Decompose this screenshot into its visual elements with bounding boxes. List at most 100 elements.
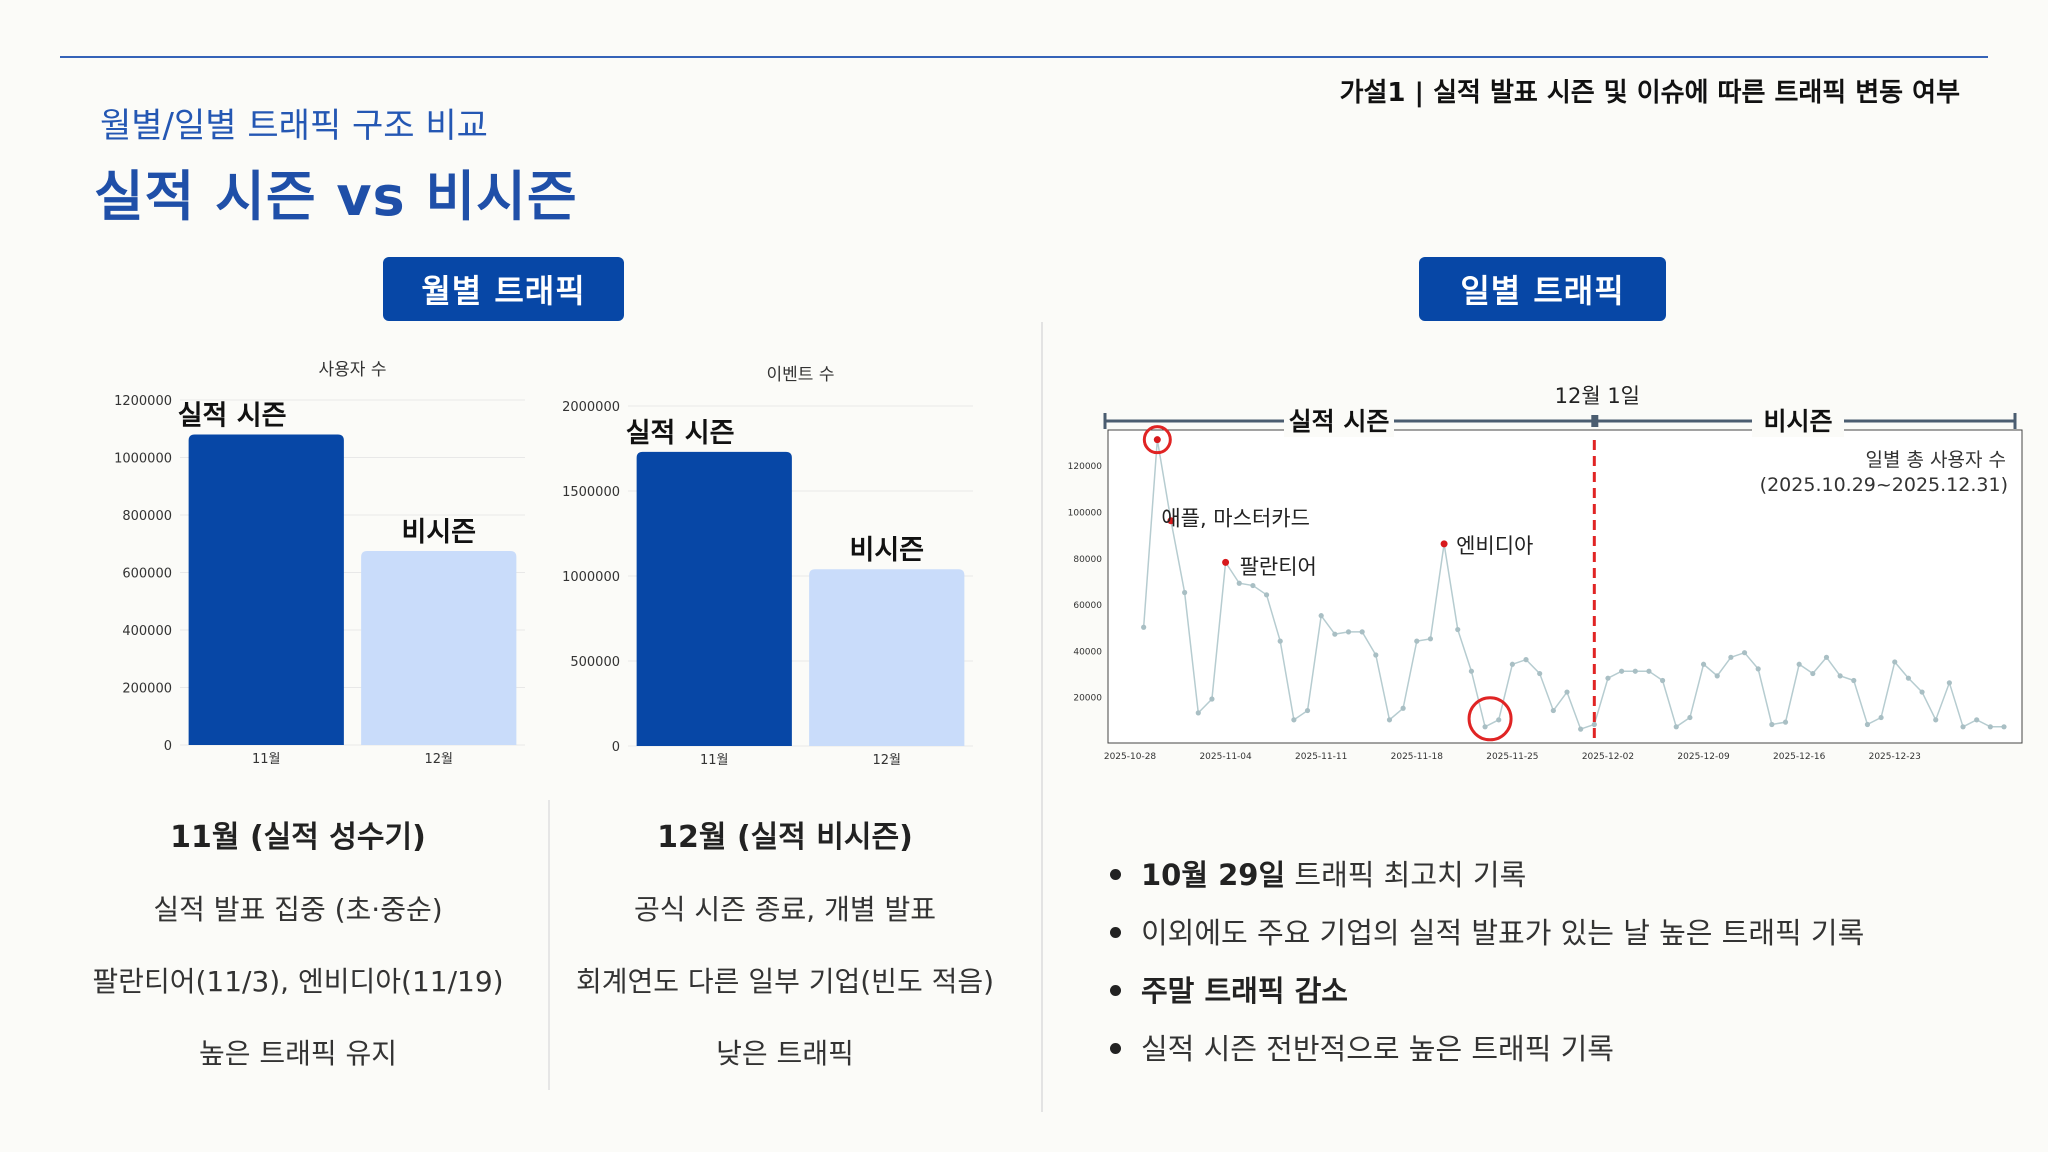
x-tick-label: 2025-12-23 <box>1869 752 1921 762</box>
bullet-text: 실적 시즌 전반적으로 높은 트래픽 기록 <box>1141 1032 1614 1066</box>
events-bar-chart: 이벤트 수 0 500000 1000000 1500000 2000000 11월 실적 시… <box>562 365 973 768</box>
data-point <box>1728 654 1734 660</box>
highlight-point <box>1167 517 1175 525</box>
y-tick-label: 200000 <box>122 682 172 697</box>
data-point <box>1796 661 1802 667</box>
december-heading: 12월 (실적 비시즌) <box>657 820 913 855</box>
data-point <box>1755 666 1761 672</box>
y-tick-label: 1200000 <box>114 394 172 409</box>
x-tick-label: 2025-11-25 <box>1486 752 1538 762</box>
bullet-bold: 주말 트래픽 감소 <box>1141 974 1348 1008</box>
bullet-icon <box>1110 1042 1121 1054</box>
column-divider <box>548 800 550 1090</box>
data-point <box>1946 680 1952 686</box>
data-point <box>1345 629 1352 635</box>
data-point <box>1632 668 1638 674</box>
chart-title: 사용자 수 <box>319 360 387 380</box>
x-tick-label: 11월 <box>252 752 281 767</box>
data-point <box>2001 724 2007 730</box>
data-point <box>1386 717 1393 723</box>
bullet-icon <box>1110 926 1121 938</box>
divider-label: 12월 1일 <box>1555 384 1640 408</box>
list-item: 실적 시즌 전반적으로 높은 트래픽 기록 <box>1110 1026 1614 1068</box>
data-point <box>1250 582 1256 589</box>
november-line-2: 팔란티어(11/3), 엔비디아(11/19) <box>92 965 504 998</box>
data-point <box>1864 721 1871 728</box>
data-point <box>1591 721 1597 728</box>
peak-highlight-circle <box>1142 425 1172 455</box>
data-point <box>1359 629 1365 635</box>
data-point <box>1782 719 1789 725</box>
list-item: 이외에도 주요 기업의 실적 발표가 있는 날 높은 트래픽 기록 <box>1110 910 1864 952</box>
x-tick-label: 2025-11-11 <box>1295 752 1347 762</box>
y-tick-label: 600000 <box>122 567 172 582</box>
y-tick-label: 0 <box>164 739 172 754</box>
y-tick-label: 400000 <box>122 624 172 639</box>
data-point <box>1741 650 1748 656</box>
y-tick-label: 1500000 <box>562 485 620 500</box>
data-point <box>1550 707 1556 714</box>
list-item: 10월 29일 트래픽 최고치 기록 <box>1110 852 1526 894</box>
data-point <box>1291 717 1297 723</box>
data-point <box>1919 689 1925 695</box>
data-point <box>1496 717 1502 723</box>
data-point <box>1236 580 1242 586</box>
y-tick-label: 1000000 <box>562 570 620 585</box>
x-tick-label: 2025-11-04 <box>1199 752 1252 762</box>
x-tick-label: 2025-10-28 <box>1104 752 1157 762</box>
bar <box>636 451 792 746</box>
y-tick-label: 500000 <box>570 655 620 670</box>
annotation-label: 애플, 마스터카드 <box>1161 506 1310 530</box>
data-point <box>1810 670 1816 677</box>
data-point <box>1578 726 1584 732</box>
section-divider <box>1041 322 1043 1112</box>
data-point <box>1851 677 1857 684</box>
list-item: 주말 트래픽 감소 <box>1110 968 1348 1010</box>
data-point <box>1714 673 1720 679</box>
data-point <box>1769 721 1775 728</box>
bar <box>188 434 344 745</box>
data-point <box>1400 705 1406 711</box>
data-point <box>1304 707 1311 714</box>
data-point <box>1427 636 1434 642</box>
daily-line-chart: 20000 40000 60000 80000 100000 120000 2025-10-… <box>1068 384 2023 762</box>
y-tick-label: 20000 <box>1073 694 1102 704</box>
period-label-bg <box>1284 399 1394 437</box>
data-point <box>1523 657 1529 663</box>
y-tick-label: 80000 <box>1073 555 1102 565</box>
data-point <box>1318 613 1324 619</box>
page-subtitle: 월별/일별 트래픽 구조 비교 <box>100 106 488 146</box>
november-line-1: 실적 발표 집중 (초·중순) <box>153 893 443 926</box>
data-point <box>1332 631 1338 637</box>
data-point <box>1141 624 1147 630</box>
data-point <box>1823 654 1830 660</box>
data-point <box>1537 670 1543 677</box>
y-tick-label: 2000000 <box>562 400 620 415</box>
bar-label: 실적 시즌 <box>626 418 735 449</box>
top-rule <box>60 56 1988 58</box>
data-point <box>1373 652 1379 658</box>
highlight-point <box>1222 558 1230 566</box>
bar-label: 비시즌 <box>849 535 924 566</box>
data-point <box>1564 689 1570 695</box>
data-point <box>1905 675 1912 681</box>
data-point <box>1605 675 1611 681</box>
bullet-bold: 10월 29일 <box>1141 858 1286 892</box>
data-point <box>1646 668 1652 674</box>
page-title: 실적 시즌 vs 비시즌 <box>94 165 578 228</box>
data-point <box>1195 710 1201 716</box>
november-line-3: 높은 트래픽 유지 <box>198 1037 398 1070</box>
period-label-bg <box>1752 399 1844 437</box>
y-tick-label: 0 <box>612 740 620 755</box>
daily-traffic-tag: 일별 트래픽 <box>1419 257 1666 321</box>
y-tick-label: 800000 <box>122 509 172 524</box>
y-tick-label: 60000 <box>1073 601 1102 611</box>
x-tick-label: 12월 <box>424 752 453 767</box>
december-line-1: 공식 시즌 종료, 개별 발표 <box>633 893 937 926</box>
bar-label: 비시즌 <box>401 517 476 548</box>
highlight-point <box>1153 436 1161 444</box>
x-tick-label: 2025-12-02 <box>1582 752 1634 762</box>
bar-label: 실적 시즌 <box>178 401 287 432</box>
legend-label: 일별 총 사용자 수 <box>1866 449 2006 471</box>
users-bar-chart: 사용자 수 0 200000 400000 600000 800000 1000000 120… <box>114 360 525 767</box>
